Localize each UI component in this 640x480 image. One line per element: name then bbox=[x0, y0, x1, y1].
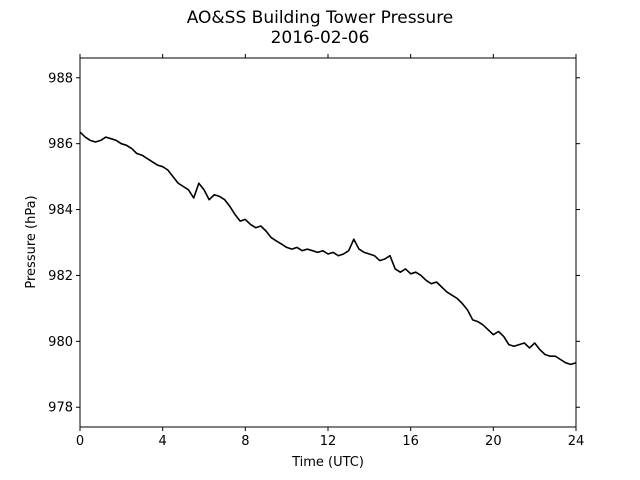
plot-area bbox=[79, 57, 577, 428]
x-tick-label: 0 bbox=[76, 434, 84, 449]
y-axis-label: Pressure (hPa) bbox=[24, 195, 39, 288]
x-tick-label: 20 bbox=[485, 434, 502, 449]
y-tick-label: 978 bbox=[48, 401, 73, 416]
y-tick-label: 984 bbox=[48, 203, 73, 218]
chart-title: AO&SS Building Tower Pressure bbox=[186, 8, 454, 28]
x-axis-label: Time (UTC) bbox=[291, 455, 364, 470]
x-tick-labels: 0 4 8 12 16 20 24 bbox=[76, 434, 584, 449]
x-tick-label: 16 bbox=[402, 434, 419, 449]
x-tick-label: 12 bbox=[320, 434, 337, 449]
pressure-series-line bbox=[79, 131, 577, 366]
y-tick-label: 980 bbox=[48, 335, 73, 350]
y-tick-label: 982 bbox=[48, 269, 73, 284]
chart-subtitle: 2016-02-06 bbox=[270, 28, 370, 48]
y-tick-labels: 978 980 982 984 986 988 bbox=[48, 71, 73, 415]
x-tick-label: 24 bbox=[568, 434, 585, 449]
x-tick-label: 8 bbox=[241, 434, 249, 449]
axis-ticks bbox=[76, 54, 580, 431]
x-tick-label: 4 bbox=[159, 434, 167, 449]
y-tick-label: 988 bbox=[48, 71, 73, 86]
y-tick-label: 986 bbox=[48, 137, 73, 152]
